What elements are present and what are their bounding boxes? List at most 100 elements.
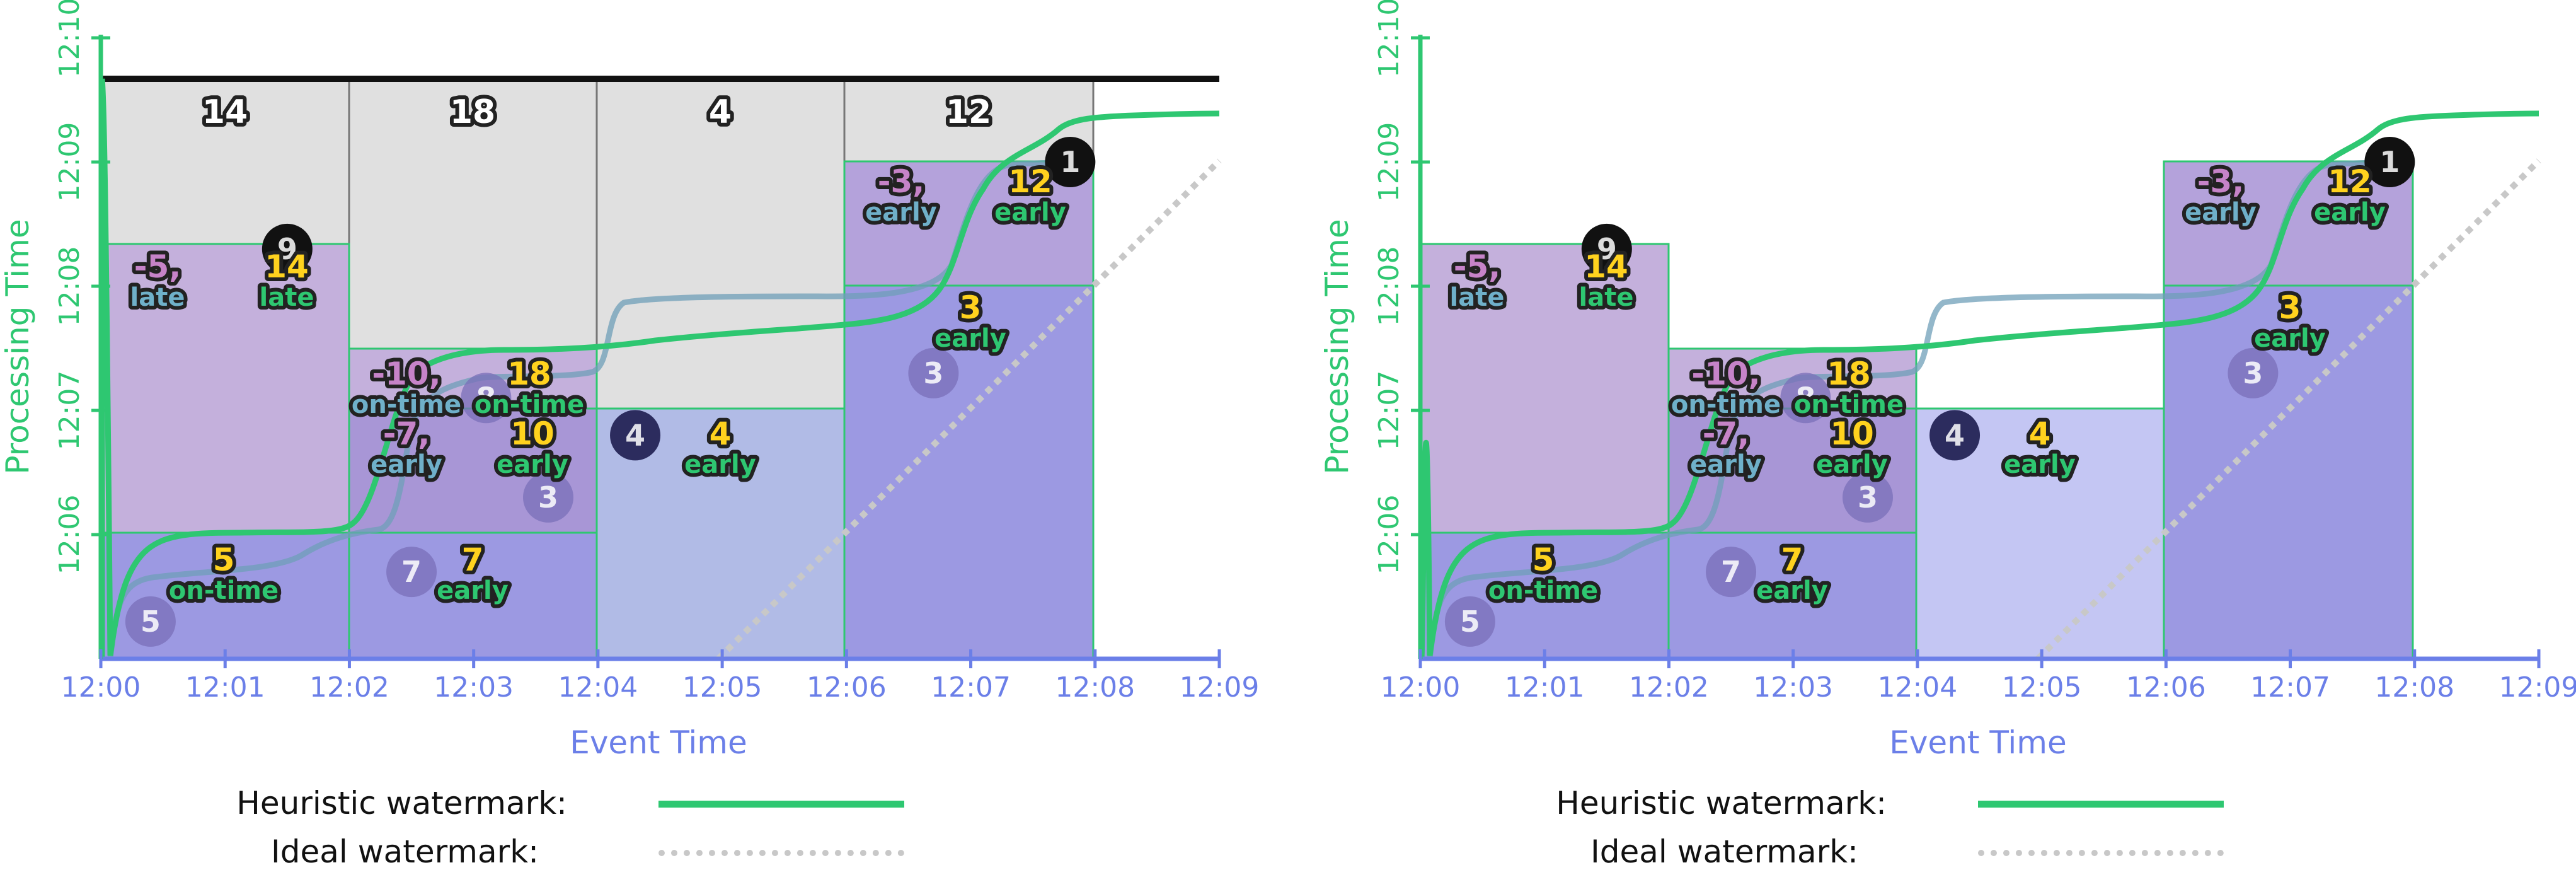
pane-label-value: 5 <box>1532 542 1555 578</box>
data-point-circle <box>523 472 573 523</box>
pane-label-tag: early <box>865 198 937 227</box>
pane-label-value-outline: 10 <box>510 415 555 452</box>
pane-label-tag-outline: early <box>2254 324 2326 353</box>
pane-label-value: 10 <box>510 415 555 452</box>
x-tick-label: 12:03 <box>434 671 514 704</box>
heuristic-watermark-line <box>1418 110 2539 659</box>
pane-label-value: 14 <box>265 248 309 285</box>
y-axis-ticks: 12:06 12:07 12:08 12:09 12:10 <box>54 0 110 574</box>
pane-label-tag: early <box>371 450 442 479</box>
pane-label-tag-outline: on-time <box>474 390 584 419</box>
data-point-value: 3 <box>2243 356 2263 390</box>
pane-label-value: -3, <box>2197 163 2245 200</box>
window-total-outline: 12 <box>946 93 991 131</box>
x-tick-label: 12:04 <box>1877 671 1957 704</box>
x-tick-label: 12:07 <box>931 671 1011 704</box>
data-point-value: 1 <box>1060 145 1080 179</box>
pane-label-tag-outline: late <box>260 283 314 312</box>
data-point-value: 9 <box>277 232 297 266</box>
pane-label-tag-outline: on-time <box>169 576 279 605</box>
data-point-value: 3 <box>1858 480 1878 514</box>
x-axis-label: Event Time <box>570 724 747 761</box>
window-total: 4 <box>709 93 732 131</box>
y-tick-label: 12:08 <box>54 246 86 327</box>
pane-label-value: 12 <box>2328 163 2372 200</box>
pane-w1-upper <box>1419 243 1670 534</box>
x-tick-label: 12:04 <box>558 671 638 704</box>
pane-labels: -5,-5,latelate1414latelate-10,-10,on-tim… <box>127 160 1070 609</box>
legend-heuristic-swatch <box>658 801 904 808</box>
pane-label-tag-outline: early <box>497 450 568 479</box>
pane-label-tag: late <box>130 283 185 312</box>
x-tick-label: 12:01 <box>185 671 265 704</box>
data-point-circle <box>2228 347 2279 398</box>
pane-label-tag-outline: on-time <box>1488 576 1598 605</box>
data-point-circle <box>461 373 512 424</box>
window-total-outline: 4 <box>709 93 732 131</box>
pane-label-value-outline: 18 <box>1827 356 1871 392</box>
x-tick-label: 12:08 <box>1055 671 1135 704</box>
pane-label-value-outline: 12 <box>2328 163 2372 200</box>
pane-label-value-outline: 7 <box>1781 542 1803 578</box>
pane-label-tag-outline: early <box>437 576 509 605</box>
heuristic-watermark-line <box>99 78 1220 659</box>
pane-label-tag-outline: early <box>2004 450 2076 479</box>
x-tick-label: 12:06 <box>807 671 887 704</box>
pane-label-tag: early <box>1816 450 1888 479</box>
data-point-circle <box>2364 137 2415 187</box>
pane-label-tag: on-time <box>474 390 584 419</box>
x-axis-ticks: 12:00 12:01 12:02 12:03 12:04 12:05 12:06 12:07… <box>1381 649 2576 704</box>
x-tick-label: 12:05 <box>2002 671 2082 704</box>
pane-label-tag-outline: early <box>934 324 1006 353</box>
data-point-circle <box>1045 137 1096 187</box>
data-point-circle <box>1581 223 1632 274</box>
data-point-value: 5 <box>141 605 161 639</box>
pane-label-value-outline: 12 <box>1008 163 1052 200</box>
pane-label-tag-outline: early <box>994 198 1066 227</box>
pane-label-tag: early <box>2185 198 2257 227</box>
panel-right: 12:00 12:01 12:02 12:03 12:04 12:05 12:06 12:07… <box>1320 0 2576 865</box>
x-tick-label: 12:00 <box>1381 671 1461 704</box>
pane-label-tag: late <box>1579 283 1634 312</box>
x-axis-ticks: 12:00 12:01 12:02 12:03 12:04 12:05 12:06 12:07… <box>61 649 1259 704</box>
y-axis-label: Processing Time <box>1320 219 1355 474</box>
data-point-value: 1 <box>2379 145 2400 179</box>
pane-label-tag: late <box>260 283 314 312</box>
pane-w4-lower <box>843 284 1095 660</box>
y-tick-label: 12:07 <box>54 371 86 451</box>
x-tick-label: 12:05 <box>682 671 762 704</box>
data-point-circle <box>1929 410 1981 461</box>
ideal-watermark-line <box>716 158 1222 661</box>
pane-label-value-outline: -7, <box>1703 415 1750 452</box>
data-point-circle <box>1843 472 1893 523</box>
pane-label-value: -10, <box>372 356 440 392</box>
data-point-value: 4 <box>625 418 645 452</box>
pane-label-value: -5, <box>1454 248 1501 285</box>
data-point-circle <box>125 596 176 647</box>
pane-label-tag: early <box>1756 576 1828 605</box>
window-total-outline: 18 <box>450 93 495 131</box>
pane-label-value-outline: -3, <box>878 163 925 200</box>
data-points: 9 8 3 7 5 4 3 1 <box>125 137 1096 647</box>
data-point-value: 5 <box>1460 605 1480 639</box>
y-tick-label: 12:08 <box>1373 246 1405 327</box>
pane-label-value: 18 <box>507 356 551 392</box>
pane-label-tag: on-time <box>352 390 461 419</box>
pane-label-value-outline: 5 <box>213 542 235 578</box>
data-point-value: 9 <box>1597 232 1617 266</box>
pane-label-value: -7, <box>1703 415 1750 452</box>
data-point-circle <box>386 547 437 598</box>
pane-label-tag-outline: on-time <box>1794 390 1904 419</box>
pane-label-tag-outline: late <box>1579 283 1634 312</box>
data-point-value: 8 <box>476 381 496 415</box>
pane-label-value: 12 <box>1008 163 1052 200</box>
pane-label-value-outline: -10, <box>1691 356 1760 392</box>
ideal-watermark-line <box>2035 158 2541 661</box>
data-point-circle <box>1444 596 1495 647</box>
pane-label-value-outline: 4 <box>710 415 732 452</box>
pane-label-tag-outline: late <box>130 283 185 312</box>
pane-label-tag: on-time <box>1671 390 1781 419</box>
pane-label-tag: late <box>1450 283 1505 312</box>
pane-label-tag-outline: early <box>2314 198 2386 227</box>
data-point-circle <box>1706 547 1757 598</box>
